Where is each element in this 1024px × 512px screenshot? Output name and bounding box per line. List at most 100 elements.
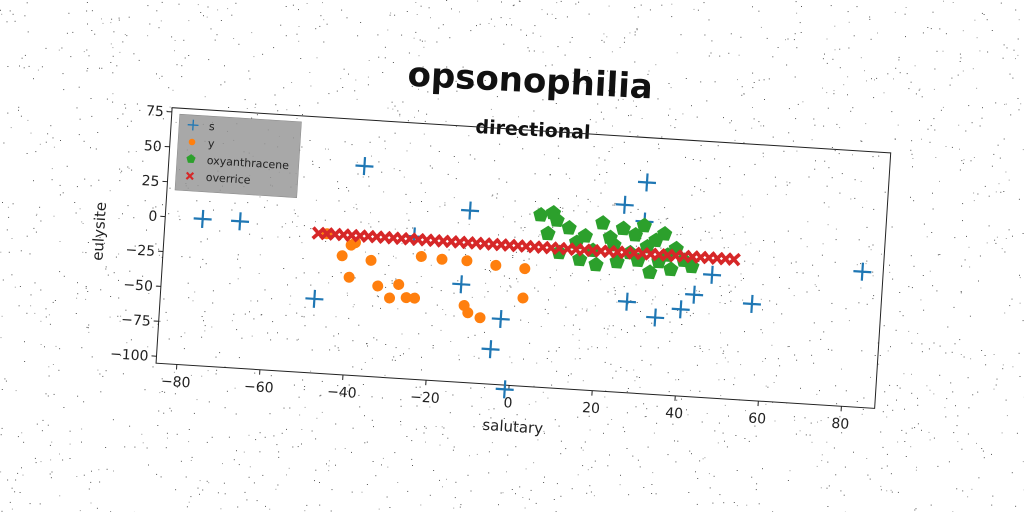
noise-dot: [406, 150, 408, 152]
noise-dot: [973, 200, 975, 202]
noise-dot: [512, 5, 514, 7]
noise-dot: [28, 65, 30, 67]
noise-dot: [384, 148, 386, 150]
noise-dot: [258, 273, 260, 274]
noise-dot: [839, 192, 841, 194]
noise-dot: [469, 455, 470, 457]
noise-dot: [467, 474, 469, 476]
noise-dot: [87, 68, 89, 69]
noise-dot: [416, 282, 418, 284]
noise-dot: [276, 204, 278, 206]
noise-dot: [996, 378, 998, 380]
noise-dot: [626, 391, 628, 393]
noise-dot: [788, 108, 790, 110]
noise-dot: [520, 29, 522, 31]
noise-dot: [498, 178, 500, 180]
noise-dot: [418, 110, 419, 112]
noise-dot: [960, 354, 962, 355]
noise-dot: [26, 312, 28, 314]
noise-dot: [408, 348, 410, 350]
noise-dot: [901, 429, 903, 431]
noise-dot: [582, 380, 584, 382]
noise-dot: [706, 100, 708, 102]
noise-dot: [105, 447, 107, 448]
noise-dot: [923, 223, 925, 225]
noise-dot: [911, 373, 912, 375]
noise-dot: [127, 166, 129, 168]
noise-dot: [969, 266, 971, 268]
noise-dot: [811, 139, 813, 141]
noise-dot: [728, 284, 730, 286]
noise-dot: [395, 347, 397, 349]
x-tick-label: −80: [160, 374, 190, 392]
noise-dot: [237, 506, 239, 508]
noise-dot: [722, 432, 724, 434]
noise-dot: [45, 308, 47, 310]
noise-dot: [741, 86, 743, 88]
noise-dot: [492, 116, 494, 118]
noise-dot: [587, 348, 589, 350]
noise-dot: [628, 494, 630, 496]
noise-dot: [890, 346, 891, 348]
noise-dot: [811, 354, 813, 356]
noise-dot: [323, 41, 325, 43]
noise-dot: [371, 155, 372, 157]
noise-dot: [698, 290, 700, 292]
noise-dot: [905, 36, 906, 38]
noise-dot: [547, 313, 549, 315]
noise-dot: [567, 381, 569, 383]
noise-dot: [482, 426, 484, 428]
noise-dot: [711, 237, 713, 239]
noise-dot: [224, 493, 226, 495]
noise-dot: [416, 14, 418, 15]
noise-dot: [682, 113, 684, 115]
noise-dot: [91, 356, 93, 358]
noise-dot: [459, 506, 461, 508]
noise-dot: [866, 226, 868, 228]
noise-dot: [1008, 179, 1010, 181]
noise-dot: [87, 327, 89, 329]
noise-dot: [639, 386, 641, 388]
noise-dot: [212, 302, 214, 304]
noise-dot: [362, 384, 364, 385]
noise-dot: [368, 176, 370, 178]
series-y: [321, 228, 531, 324]
noise-dot: [276, 444, 278, 446]
noise-dot: [873, 295, 875, 297]
noise-dot: [457, 280, 459, 282]
noise-dot: [112, 55, 114, 57]
noise-dot: [512, 257, 514, 258]
noise-dot: [442, 486, 443, 488]
noise-dot: [1000, 2, 1002, 4]
noise-dot: [506, 471, 507, 473]
noise-dot: [1011, 298, 1013, 300]
noise-dot: [748, 440, 750, 442]
noise-dot: [968, 105, 970, 107]
noise-dot: [788, 346, 790, 347]
noise-dot: [797, 103, 799, 105]
noise-dot: [400, 399, 402, 401]
noise-dot: [175, 489, 177, 491]
noise-dot: [177, 210, 179, 212]
noise-dot: [800, 387, 801, 389]
noise-dot: [932, 208, 934, 210]
noise-dot: [476, 25, 477, 27]
noise-dot: [204, 96, 206, 98]
noise-dot: [809, 340, 811, 342]
noise-dot: [496, 197, 498, 199]
noise-dot: [826, 185, 828, 187]
noise-dot: [719, 55, 721, 57]
noise-dot: [943, 0, 944, 2]
noise-dot: [407, 120, 409, 122]
noise-dot: [254, 107, 256, 108]
noise-dot: [822, 87, 823, 89]
y-tick-label: −25: [125, 242, 155, 260]
data-point-s: [491, 309, 510, 329]
noise-dot: [896, 385, 898, 387]
noise-dot: [730, 290, 732, 292]
noise-dot: [158, 27, 160, 29]
noise-dot: [490, 271, 492, 273]
noise-dot: [178, 215, 180, 217]
noise-dot: [874, 79, 875, 81]
noise-dot: [603, 327, 605, 329]
